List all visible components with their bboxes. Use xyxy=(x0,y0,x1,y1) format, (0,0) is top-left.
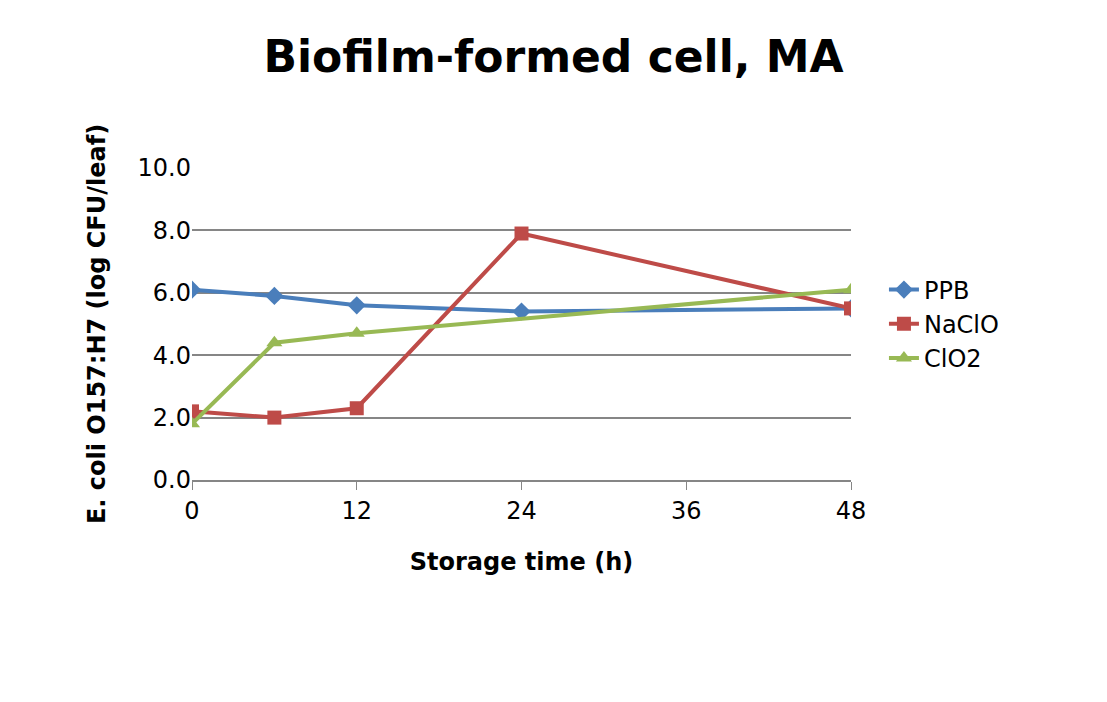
svg-text:0.0: 0.0 xyxy=(153,466,191,494)
svg-text:Biofilm-formed cell, MA: Biofilm-formed cell, MA xyxy=(263,31,843,82)
svg-text:0: 0 xyxy=(184,497,199,525)
svg-text:12: 12 xyxy=(341,497,372,525)
svg-text:Storage time (h): Storage time (h) xyxy=(410,548,633,576)
svg-text:NaClO: NaClO xyxy=(924,311,999,339)
svg-text:4.0: 4.0 xyxy=(153,342,191,370)
svg-text:10.0: 10.0 xyxy=(138,154,191,182)
svg-text:48: 48 xyxy=(836,497,867,525)
svg-text:2.0: 2.0 xyxy=(153,404,191,432)
svg-text:24: 24 xyxy=(506,497,537,525)
svg-text:ClO2: ClO2 xyxy=(924,345,982,373)
svg-text:36: 36 xyxy=(671,497,702,525)
svg-text:E. coli O157:H7 (log CFU/leaf): E. coli O157:H7 (log CFU/leaf) xyxy=(83,124,111,524)
svg-text:6.0: 6.0 xyxy=(153,279,191,307)
svg-text:PPB: PPB xyxy=(924,277,969,305)
svg-text:8.0: 8.0 xyxy=(153,217,191,245)
